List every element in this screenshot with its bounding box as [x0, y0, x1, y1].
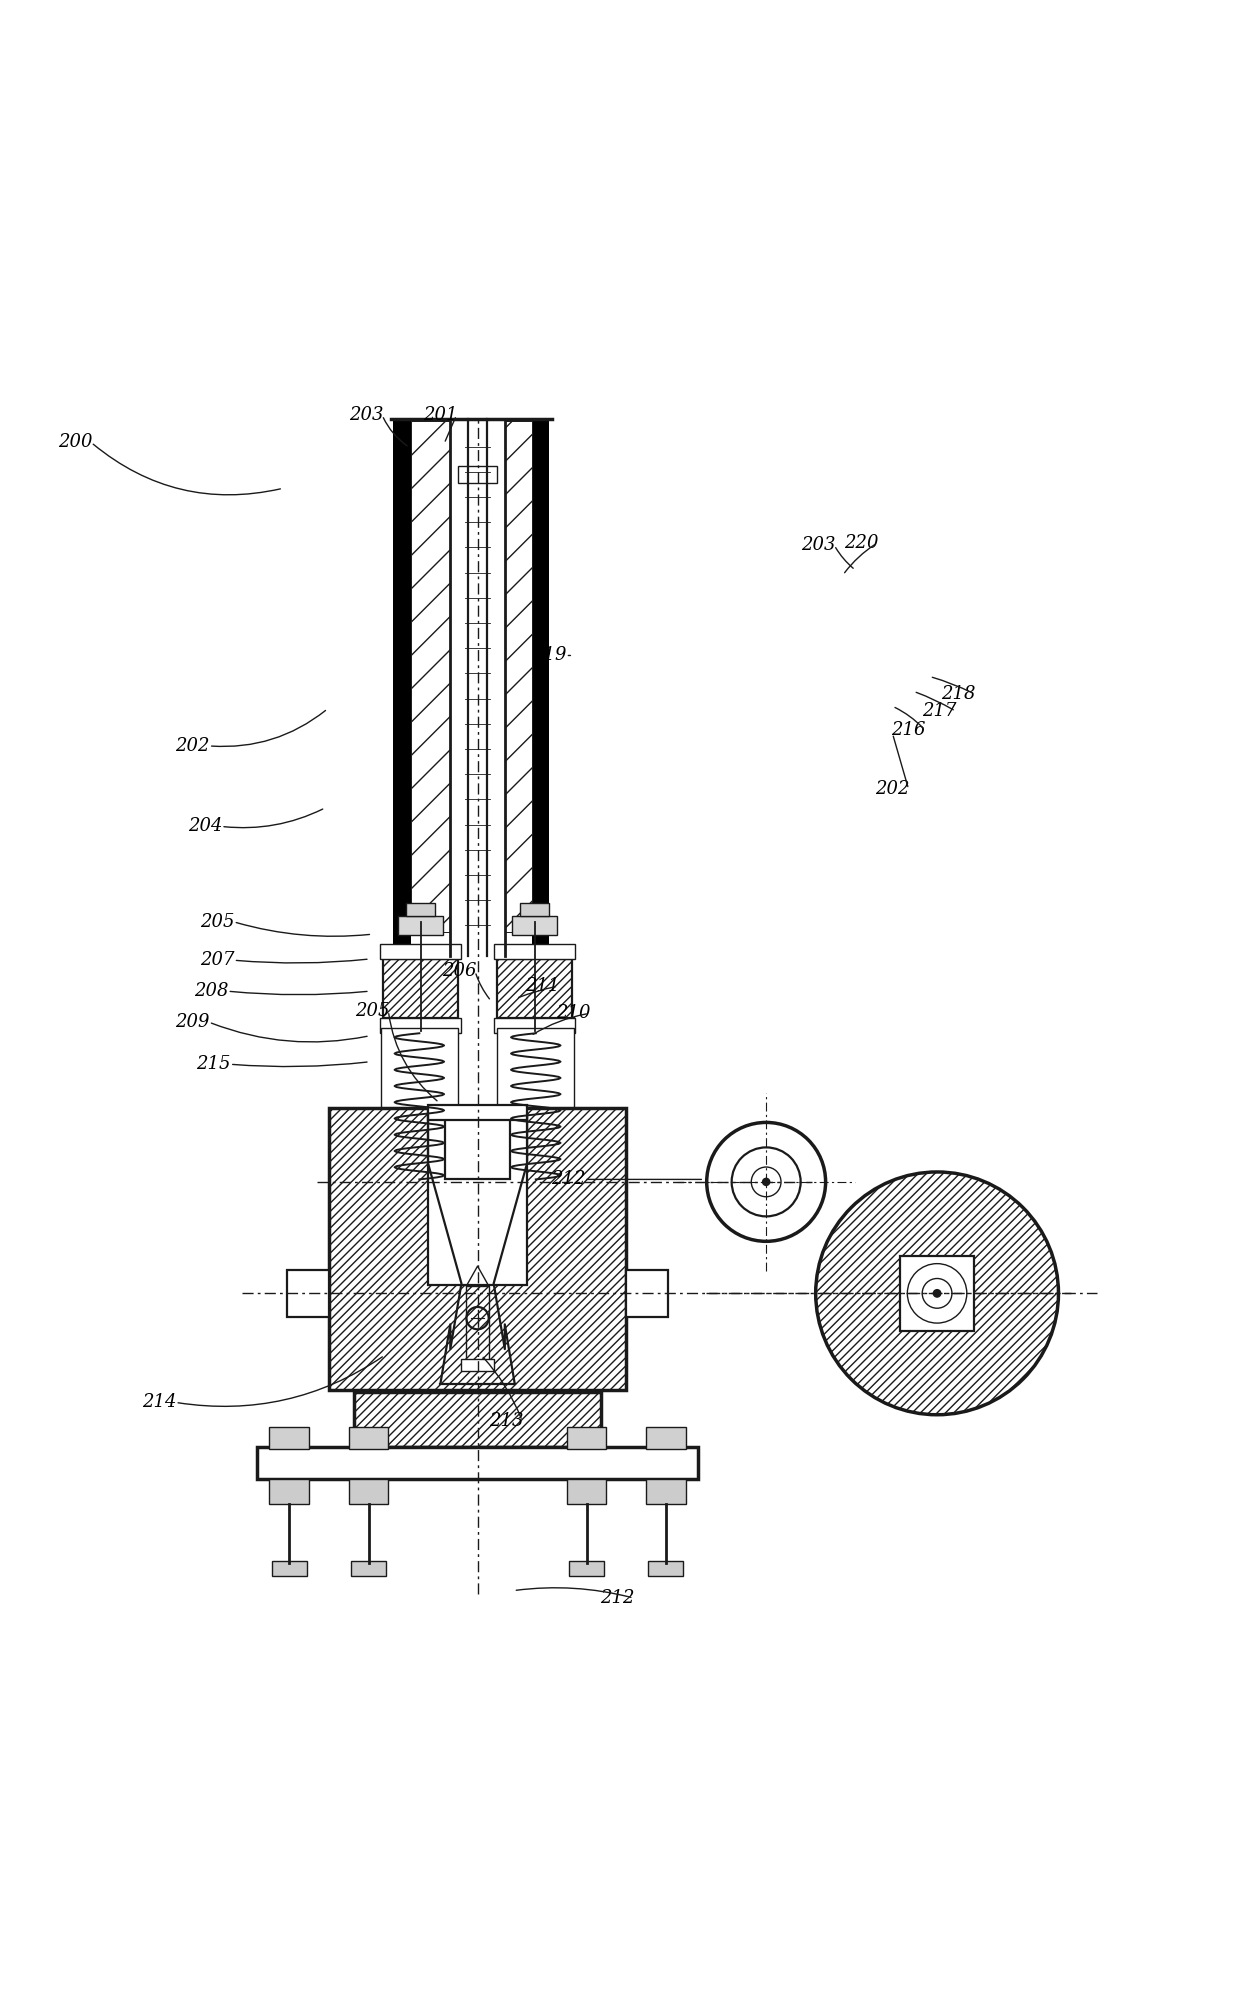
Bar — [401, 1034, 440, 1050]
Bar — [466, 1286, 489, 1362]
Bar — [353, 1392, 601, 1447]
Text: 213: 213 — [489, 1412, 523, 1431]
Bar — [393, 421, 410, 956]
Text: 204: 204 — [187, 817, 222, 835]
Bar — [445, 1107, 510, 1179]
Bar — [269, 1479, 309, 1503]
Bar — [269, 1427, 309, 1449]
Bar — [532, 421, 549, 956]
Text: 214: 214 — [143, 1394, 176, 1410]
Text: 216: 216 — [892, 720, 926, 738]
Text: 211: 211 — [525, 978, 559, 996]
Bar — [520, 903, 549, 915]
Bar — [494, 944, 575, 960]
Text: 220: 220 — [844, 533, 879, 551]
Bar — [497, 1028, 574, 1185]
Text: 209: 209 — [175, 1014, 210, 1030]
Bar — [497, 960, 572, 1018]
Text: 210: 210 — [556, 1004, 590, 1022]
Text: 219: 219 — [532, 646, 567, 664]
Text: 202: 202 — [875, 781, 910, 799]
Text: 202: 202 — [175, 736, 210, 754]
Text: 218: 218 — [941, 684, 976, 702]
Circle shape — [707, 1123, 826, 1241]
Bar — [348, 1427, 388, 1449]
Bar — [379, 1018, 461, 1034]
Bar — [428, 1105, 527, 1121]
Bar — [494, 1018, 575, 1034]
Bar — [646, 1427, 686, 1449]
Text: 212: 212 — [600, 1589, 635, 1608]
Bar — [512, 915, 557, 936]
Bar — [405, 903, 435, 915]
Bar — [410, 421, 450, 932]
Text: 212: 212 — [551, 1171, 585, 1189]
Text: 208: 208 — [193, 982, 228, 1000]
Bar — [900, 1255, 975, 1330]
Bar — [379, 944, 461, 960]
Text: 201: 201 — [423, 406, 458, 425]
Bar — [428, 1111, 527, 1286]
Bar — [257, 1447, 698, 1479]
Text: 206: 206 — [441, 962, 476, 980]
Bar — [569, 1561, 604, 1575]
Text: 205: 205 — [200, 913, 234, 932]
Text: 203: 203 — [801, 537, 836, 553]
Text: 203: 203 — [348, 406, 383, 425]
Text: 200: 200 — [58, 433, 92, 451]
Bar — [272, 1561, 306, 1575]
Bar — [626, 1270, 668, 1318]
Bar — [505, 421, 532, 932]
Bar — [348, 1479, 388, 1503]
Text: 205: 205 — [355, 1002, 389, 1020]
Bar — [381, 1028, 458, 1185]
Bar — [286, 1270, 329, 1318]
Text: 217: 217 — [923, 702, 957, 720]
Bar — [329, 1107, 626, 1390]
Bar — [646, 1479, 686, 1503]
Bar — [461, 1358, 494, 1372]
Circle shape — [908, 1264, 967, 1324]
Bar — [649, 1561, 683, 1575]
Bar — [383, 960, 458, 1018]
Bar — [567, 1479, 606, 1503]
Text: 207: 207 — [200, 952, 234, 970]
Bar — [567, 1427, 606, 1449]
Bar — [458, 467, 497, 483]
Bar — [515, 1034, 554, 1050]
Circle shape — [816, 1171, 1059, 1414]
Bar — [398, 915, 443, 936]
Text: 215: 215 — [196, 1054, 231, 1072]
Bar — [351, 1561, 386, 1575]
Circle shape — [934, 1290, 941, 1298]
Circle shape — [763, 1179, 770, 1185]
